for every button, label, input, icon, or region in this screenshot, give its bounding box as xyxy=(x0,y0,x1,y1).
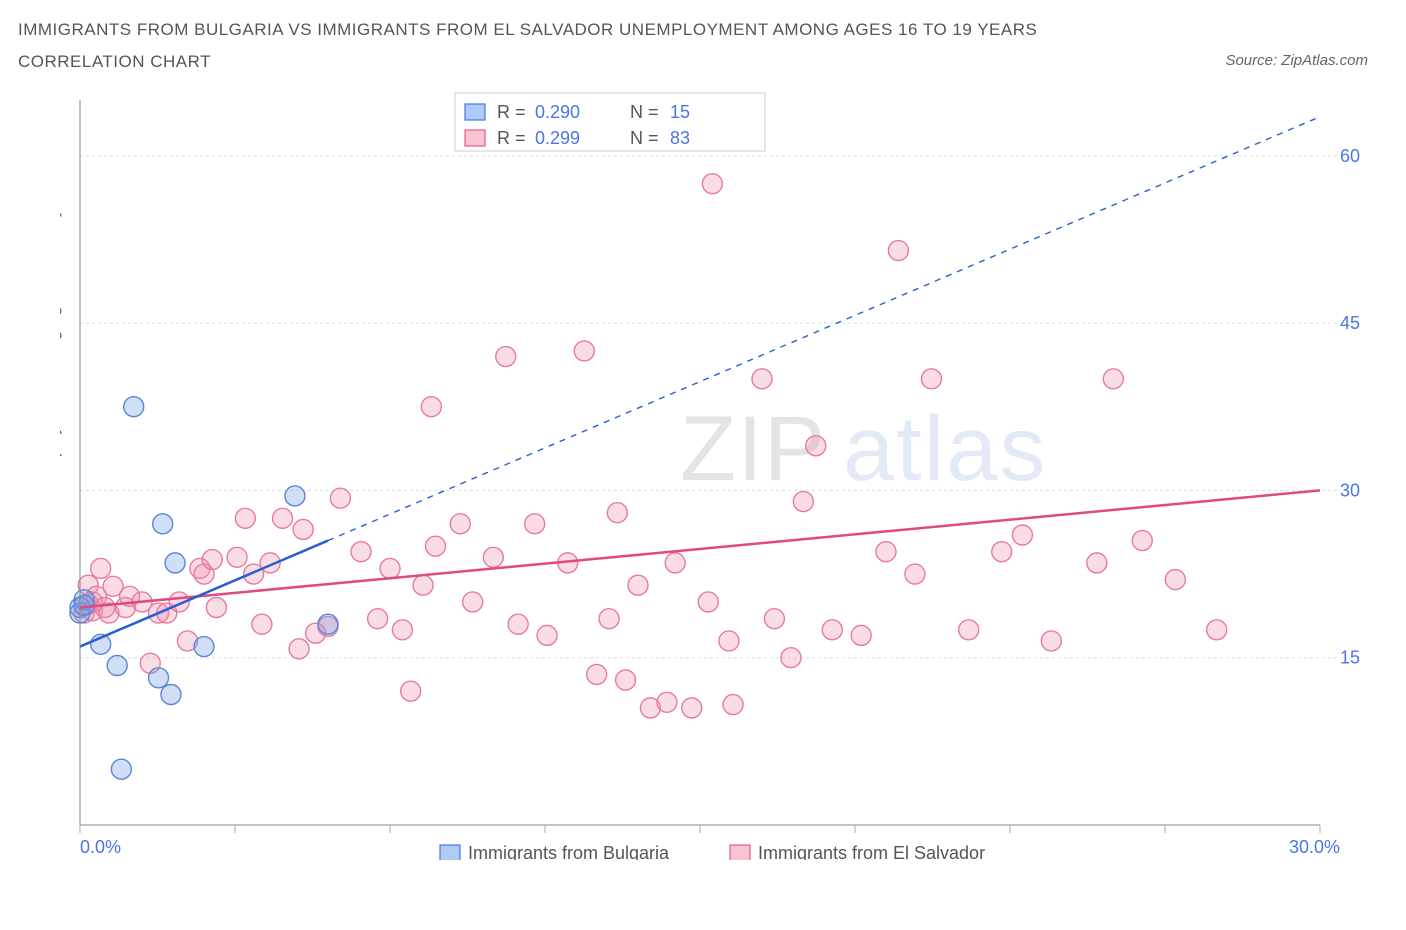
legend-swatch xyxy=(465,130,485,146)
x-tick-label: 0.0% xyxy=(80,837,121,857)
scatter-point-bulgaria xyxy=(285,486,305,506)
scatter-point-el-salvador xyxy=(380,558,400,578)
scatter-point-el-salvador xyxy=(764,609,784,629)
scatter-point-el-salvador xyxy=(425,536,445,556)
scatter-point-el-salvador xyxy=(252,614,272,634)
scatter-point-bulgaria xyxy=(194,637,214,657)
legend-r-value: 0.290 xyxy=(535,102,580,122)
y-axis-label: Unemployment Among Ages 16 to 19 years xyxy=(60,176,62,503)
legend-label-el-salvador: Immigrants from El Salvador xyxy=(758,843,985,860)
scatter-point-el-salvador xyxy=(781,648,801,668)
scatter-point-el-salvador xyxy=(525,514,545,534)
scatter-point-el-salvador xyxy=(657,692,677,712)
watermark: ZIP xyxy=(680,398,826,500)
legend-r-label: R = xyxy=(497,128,526,148)
scatter-point-el-salvador xyxy=(235,508,255,528)
legend-label-bulgaria: Immigrants from Bulgaria xyxy=(468,843,670,860)
scatter-point-el-salvador xyxy=(698,592,718,612)
scatter-point-el-salvador xyxy=(1087,553,1107,573)
legend-swatch xyxy=(465,104,485,120)
scatter-point-el-salvador xyxy=(628,575,648,595)
scatter-point-el-salvador xyxy=(959,620,979,640)
scatter-point-el-salvador xyxy=(921,369,941,389)
scatter-point-el-salvador xyxy=(227,547,247,567)
scatter-point-el-salvador xyxy=(537,625,557,645)
scatter-point-bulgaria xyxy=(161,685,181,705)
scatter-point-el-salvador xyxy=(607,503,627,523)
scatter-point-el-salvador xyxy=(723,695,743,715)
scatter-point-el-salvador xyxy=(806,436,826,456)
scatter-point-el-salvador xyxy=(599,609,619,629)
x-tick-label: 30.0% xyxy=(1289,837,1340,857)
scatter-point-el-salvador xyxy=(450,514,470,534)
chart-title-line1: IMMIGRANTS FROM BULGARIA VS IMMIGRANTS F… xyxy=(18,20,1037,40)
scatter-point-el-salvador xyxy=(91,558,111,578)
scatter-point-el-salvador xyxy=(1132,531,1152,551)
scatter-point-el-salvador xyxy=(293,519,313,539)
scatter-point-el-salvador xyxy=(508,614,528,634)
scatter-point-el-salvador xyxy=(202,550,222,570)
legend-r-label: R = xyxy=(497,102,526,122)
scatter-point-bulgaria xyxy=(111,759,131,779)
scatter-point-bulgaria xyxy=(149,668,169,688)
scatter-point-el-salvador xyxy=(1207,620,1227,640)
scatter-point-el-salvador xyxy=(413,575,433,595)
scatter-point-el-salvador xyxy=(496,347,516,367)
legend-n-label: N = xyxy=(630,128,659,148)
scatter-point-el-salvador xyxy=(421,397,441,417)
scatter-point-el-salvador xyxy=(368,609,388,629)
scatter-point-el-salvador xyxy=(289,639,309,659)
trend-line-el-salvador xyxy=(80,490,1320,607)
scatter-point-el-salvador xyxy=(574,341,594,361)
scatter-point-el-salvador xyxy=(702,174,722,194)
scatter-point-el-salvador xyxy=(401,681,421,701)
scatter-point-el-salvador xyxy=(392,620,412,640)
scatter-point-el-salvador xyxy=(822,620,842,640)
scatter-point-bulgaria xyxy=(165,553,185,573)
legend-n-label: N = xyxy=(630,102,659,122)
scatter-point-el-salvador xyxy=(876,542,896,562)
scatter-point-el-salvador xyxy=(992,542,1012,562)
scatter-point-bulgaria xyxy=(107,656,127,676)
y-tick-label: 15.0% xyxy=(1340,648,1360,668)
scatter-point-el-salvador xyxy=(351,542,371,562)
scatter-point-el-salvador xyxy=(1103,369,1123,389)
scatter-point-el-salvador xyxy=(1165,570,1185,590)
legend-n-value: 15 xyxy=(670,102,690,122)
scatter-point-bulgaria xyxy=(124,397,144,417)
chart-title-line2: CORRELATION CHART xyxy=(18,52,211,72)
scatter-point-el-salvador xyxy=(483,547,503,567)
scatter-point-el-salvador xyxy=(206,598,226,618)
legend-n-value: 83 xyxy=(670,128,690,148)
watermark: atlas xyxy=(843,398,1047,500)
y-tick-label: 45.0% xyxy=(1340,313,1360,333)
correlation-chart: 15.0% 30.0% 45.0% 60.0% ZIPatlas 0.0% 30.0% Une… xyxy=(60,90,1360,860)
scatter-point-bulgaria xyxy=(153,514,173,534)
scatter-point-el-salvador xyxy=(665,553,685,573)
legend-r-value: 0.299 xyxy=(535,128,580,148)
y-tick-label: 60.0% xyxy=(1340,146,1360,166)
scatter-point-el-salvador xyxy=(905,564,925,584)
scatter-point-el-salvador xyxy=(752,369,772,389)
scatter-point-bulgaria xyxy=(318,614,338,634)
legend-swatch-bulgaria xyxy=(440,845,460,860)
scatter-point-el-salvador xyxy=(851,625,871,645)
scatter-point-el-salvador xyxy=(616,670,636,690)
scatter-point-el-salvador xyxy=(719,631,739,651)
scatter-point-el-salvador xyxy=(1012,525,1032,545)
scatter-point-el-salvador xyxy=(682,698,702,718)
source-credit: Source: ZipAtlas.com xyxy=(1225,52,1368,69)
scatter-point-el-salvador xyxy=(330,488,350,508)
scatter-point-el-salvador xyxy=(888,241,908,261)
scatter-point-el-salvador xyxy=(1041,631,1061,651)
legend-swatch-el-salvador xyxy=(730,845,750,860)
scatter-point-el-salvador xyxy=(273,508,293,528)
y-tick-label: 30.0% xyxy=(1340,480,1360,500)
scatter-point-el-salvador xyxy=(587,664,607,684)
scatter-point-el-salvador xyxy=(463,592,483,612)
scatter-point-el-salvador xyxy=(793,492,813,512)
